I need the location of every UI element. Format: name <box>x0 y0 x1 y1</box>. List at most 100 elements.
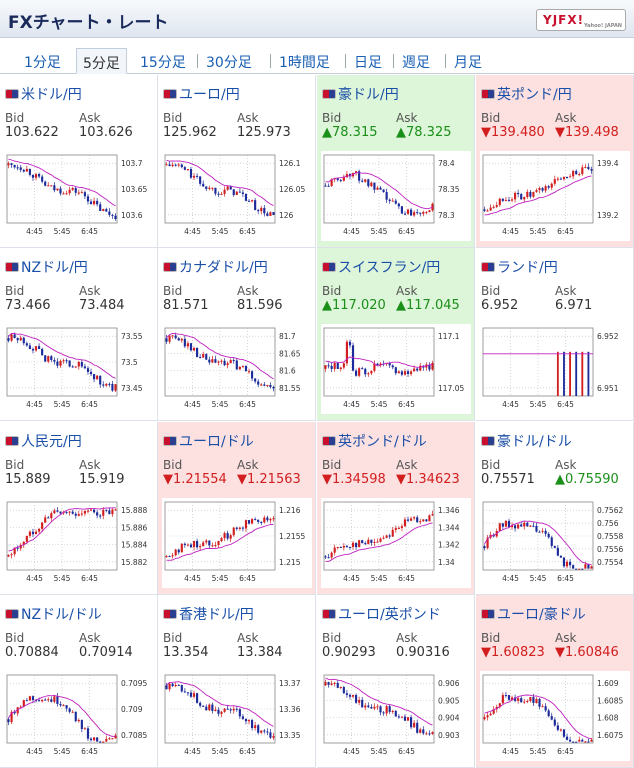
candle <box>431 362 434 370</box>
candlestick-chart[interactable]: 1.346 1.344 1.342 1.34 4:45 5:45 6:45 <box>321 498 471 588</box>
pair-name-link[interactable]: NZドル/ドル <box>5 604 102 624</box>
pair-name-link[interactable]: ユーロ/円 <box>163 84 240 104</box>
rate-card[interactable]: 英ポンド/ドル Bid Ask ▼1.34598 ▼1.34623 1.346 1.344 1… <box>317 422 475 595</box>
rate-card[interactable]: ユーロ/円 Bid Ask 125.962 125.973 126.1 126.05 126 4… <box>158 75 316 248</box>
candlestick-chart[interactable]: 6.952 6.951 4:45 5:45 6:45 <box>480 324 630 414</box>
tab-6[interactable]: 日足 <box>354 55 382 71</box>
rate-card[interactable]: ユーロ/英ポンド Bid Ask 0.90293 0.90316 0.906 0.905 0.… <box>317 595 475 768</box>
candle <box>53 185 56 191</box>
tab-separator <box>345 54 346 68</box>
candle <box>13 164 16 168</box>
rate-card[interactable]: 豪ドル/ドル Bid Ask 0.75571 ▲0.75590 0.7562 0.756 0.… <box>476 422 634 595</box>
candle <box>50 513 53 519</box>
candle <box>229 709 232 711</box>
rate-card[interactable]: カナダドル/円 Bid Ask 81.571 81.596 81.7 81.65 81.6 81… <box>158 248 316 421</box>
candlestick-chart[interactable]: 0.7095 0.709 0.7085 4:45 5:45 6:45 <box>4 671 154 761</box>
candlestick-chart[interactable]: 13.37 13.36 13.35 4:45 5:45 6:45 <box>162 671 312 761</box>
bid-label: Bid <box>322 284 342 298</box>
candle <box>211 545 214 547</box>
candle <box>517 192 520 195</box>
candlestick-chart[interactable]: 0.7562 0.756 0.7558 0.7556 0.7554 4:45 5:45 6:4… <box>480 498 630 588</box>
candlestick-chart[interactable]: 1.216 1.2155 1.215 4:45 5:45 6:45 <box>162 498 312 588</box>
rate-card[interactable]: NZドル/円 Bid Ask 73.466 73.484 73.55 73.5 73.45 4:… <box>0 248 158 421</box>
candlestick-chart[interactable]: 126.1 126.05 126 4:45 5:45 6:45 <box>162 151 312 241</box>
ask-value: ▼1.60846 <box>555 645 619 660</box>
pair-name-link[interactable]: ユーロ/ドル <box>163 431 254 451</box>
pair-name-link[interactable]: 香港ドル/円 <box>163 604 254 624</box>
candle <box>397 527 400 529</box>
rate-card[interactable]: 人民元/円 Bid Ask 15.889 15.919 15.888 15.886 15.88… <box>0 422 158 595</box>
x-tick-label: 5:45 <box>371 747 388 756</box>
candle <box>504 695 507 697</box>
candle <box>391 529 394 537</box>
rate-grid: 米ドル/円 Bid Ask 103.622 103.626 103.7 103.65 103.… <box>0 75 634 768</box>
candle <box>25 700 28 702</box>
rate-card[interactable]: 米ドル/円 Bid Ask 103.622 103.626 103.7 103.65 103.… <box>0 75 158 248</box>
pair-name-link[interactable]: ユーロ/英ポンド <box>322 604 441 624</box>
candle <box>510 525 514 528</box>
pair-name-link[interactable]: NZドル/円 <box>5 257 88 277</box>
candle <box>425 733 428 735</box>
candlestick-chart[interactable]: 15.888 15.886 15.884 15.882 4:45 5:45 6:45 <box>4 498 154 588</box>
candle <box>263 207 266 214</box>
candle <box>89 509 93 511</box>
rate-card[interactable]: 香港ドル/円 Bid Ask 13.354 13.384 13.37 13.36 13.35 4… <box>158 595 316 768</box>
candlestick-chart[interactable]: 0.906 0.905 0.904 0.903 4:45 5:45 6:45 <box>321 671 471 761</box>
pair-name-link[interactable]: スイスフラン/円 <box>322 257 440 277</box>
pair-name-link[interactable]: 豪ドル/円 <box>322 84 399 104</box>
candlestick-chart[interactable]: 78.4 78.35 78.3 4:45 5:45 6:45 <box>321 151 471 241</box>
candle <box>10 334 13 341</box>
candle <box>199 176 202 184</box>
rate-card[interactable]: 英ポンド/円 Bid Ask ▼139.480 ▼139.498 139.4 139.2 4:… <box>476 75 634 248</box>
y-tick-label: 0.7554 <box>597 558 623 567</box>
ask-value: ▲117.045 <box>396 298 460 313</box>
tab-1[interactable]: 1分足 <box>24 55 61 71</box>
pair-name-link[interactable]: 豪ドル/ドル <box>481 431 572 451</box>
candlestick-chart[interactable]: 117.1 117.05 4:45 5:45 6:45 <box>321 324 471 414</box>
candle <box>514 697 517 701</box>
rate-card[interactable]: NZドル/ドル Bid Ask 0.70884 0.70914 0.7095 0.709 0.… <box>0 595 158 768</box>
pair-name-link[interactable]: 米ドル/円 <box>5 84 82 104</box>
tab-7[interactable]: 週足 <box>402 55 430 71</box>
candle <box>241 365 244 367</box>
candle <box>520 194 523 200</box>
x-tick-label: 6:45 <box>239 227 256 236</box>
candle <box>330 683 333 685</box>
rate-card[interactable]: 豪ドル/円 Bid Ask ▲78.315 ▲78.325 78.4 78.35 78.3 4:… <box>317 75 475 248</box>
yjfx-logo[interactable]: YJFX! Yahoo! JAPAN <box>536 9 626 31</box>
candle <box>355 695 358 703</box>
pair-name-link[interactable]: 英ポンド/ドル <box>322 431 427 451</box>
rate-card[interactable]: ランド/円 Bid Ask 6.952 6.971 6.952 6.951 4:45 5:45 6… <box>476 248 634 421</box>
candle <box>330 179 333 187</box>
x-tick-label: 4:45 <box>26 747 43 756</box>
tab-8[interactable]: 月足 <box>454 55 482 71</box>
tab-2[interactable]: 5分足 <box>76 48 127 74</box>
candle <box>510 697 514 700</box>
moving-average-line <box>484 520 592 565</box>
candlestick-chart[interactable]: 1.609 1.6085 1.608 1.6075 4:45 5:45 6:45 <box>480 671 630 761</box>
pair-name-link[interactable]: ランド/円 <box>481 257 558 277</box>
candle <box>266 385 269 387</box>
y-tick-label: 0.709 <box>121 705 143 714</box>
candlestick-chart[interactable]: 73.55 73.5 73.45 4:45 5:45 6:45 <box>4 324 154 414</box>
candlestick-chart[interactable]: 103.7 103.65 103.6 4:45 5:45 6:45 <box>4 151 154 241</box>
y-tick-label: 139.4 <box>597 159 619 168</box>
candle <box>492 206 495 208</box>
pair-name-link[interactable]: ユーロ/豪ドル <box>481 604 586 624</box>
rate-card[interactable]: ユーロ/ドル Bid Ask ▼1.21554 ▼1.21563 1.216 1.2155 1… <box>158 422 316 595</box>
tab-5[interactable]: 1時間足 <box>279 55 330 71</box>
rate-card[interactable]: スイスフラン/円 Bid Ask ▲117.020 ▲117.045 117.1 117.0… <box>317 248 475 421</box>
tab-3[interactable]: 15分足 <box>140 55 186 71</box>
tab-4[interactable]: 30分足 <box>206 55 252 71</box>
candle <box>80 719 83 729</box>
rate-card[interactable]: ユーロ/豪ドル Bid Ask ▼1.60823 ▼1.60846 1.609 1.6085… <box>476 595 634 768</box>
candle <box>523 197 526 200</box>
candlestick-chart[interactable]: 139.4 139.2 4:45 5:45 6:45 <box>480 151 630 241</box>
candle <box>355 370 358 376</box>
candle <box>89 371 93 375</box>
pair-name-link[interactable]: 人民元/円 <box>5 431 82 451</box>
pair-name-link[interactable]: 英ポンド/円 <box>481 84 572 104</box>
pair-name-link[interactable]: カナダドル/円 <box>163 257 268 277</box>
candlestick-chart[interactable]: 81.7 81.65 81.6 81.55 4:45 5:45 6:45 <box>162 324 312 414</box>
candle <box>339 546 342 548</box>
